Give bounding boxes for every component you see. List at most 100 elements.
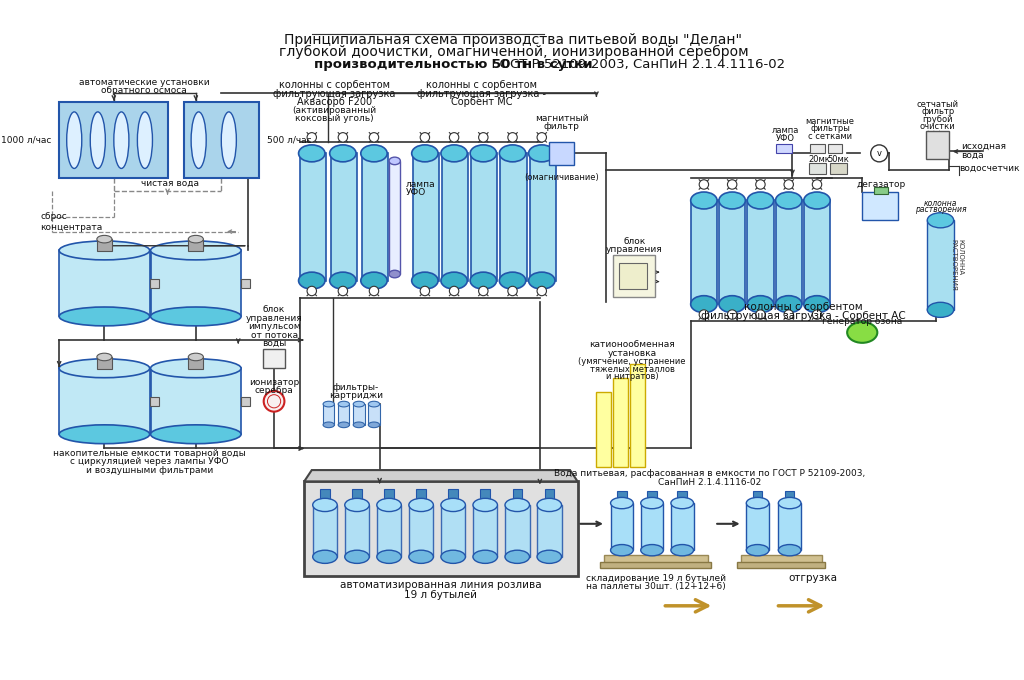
Ellipse shape xyxy=(151,425,241,443)
Bar xyxy=(785,491,795,502)
Text: воды: воды xyxy=(262,339,286,348)
Bar xyxy=(927,131,949,159)
Circle shape xyxy=(508,286,517,296)
Ellipse shape xyxy=(641,497,664,509)
Text: катионообменная: катионообменная xyxy=(590,340,675,350)
Text: колонна: колонна xyxy=(924,199,957,208)
Ellipse shape xyxy=(299,145,325,162)
Ellipse shape xyxy=(528,272,555,289)
Circle shape xyxy=(699,310,709,320)
Text: УФО: УФО xyxy=(775,134,795,143)
Circle shape xyxy=(756,310,765,320)
Text: растворения: растворения xyxy=(914,205,967,214)
Circle shape xyxy=(537,286,547,296)
Bar xyxy=(737,562,825,568)
Bar xyxy=(188,239,204,252)
Ellipse shape xyxy=(691,192,717,209)
Ellipse shape xyxy=(470,272,497,289)
Text: ионизатор: ионизатор xyxy=(249,378,299,387)
Text: ГОСТ Р 52109-2003, СанПиН 2.1.4.1116-02: ГОСТ Р 52109-2003, СанПиН 2.1.4.1116-02 xyxy=(483,58,785,71)
Text: фильтры-: фильтры- xyxy=(333,383,379,392)
Bar xyxy=(361,154,388,281)
Text: на паллеты 30шт. (12+12+6): на паллеты 30шт. (12+12+6) xyxy=(586,583,726,592)
Text: серебра: серебра xyxy=(255,386,294,395)
Text: с циркуляцией через лампы УФО: с циркуляцией через лампы УФО xyxy=(71,457,229,466)
Bar xyxy=(810,144,824,154)
Bar xyxy=(384,489,394,502)
Text: УФО: УФО xyxy=(407,188,426,197)
Text: генератор озона: генератор озона xyxy=(822,317,902,326)
Circle shape xyxy=(478,286,488,296)
Text: фильтрующая загрузка: фильтрующая загрузка xyxy=(273,89,395,99)
Bar xyxy=(545,489,554,502)
Ellipse shape xyxy=(59,359,150,377)
Ellipse shape xyxy=(928,213,953,228)
Text: колонны с сорбентом: колонны с сорбентом xyxy=(744,302,863,312)
Ellipse shape xyxy=(748,192,774,209)
Text: отгрузка: отгрузка xyxy=(788,573,838,583)
Bar xyxy=(409,505,433,557)
Circle shape xyxy=(338,133,347,142)
Circle shape xyxy=(537,133,547,142)
Ellipse shape xyxy=(500,145,525,162)
Ellipse shape xyxy=(360,145,387,162)
Bar xyxy=(804,201,830,304)
Text: импульсом: импульсом xyxy=(248,322,300,331)
Bar xyxy=(748,201,774,304)
Circle shape xyxy=(756,180,765,189)
Circle shape xyxy=(370,133,379,142)
Bar xyxy=(753,491,762,502)
Bar xyxy=(740,555,821,564)
Ellipse shape xyxy=(528,145,555,162)
Text: блок: блок xyxy=(263,305,286,314)
Circle shape xyxy=(699,180,709,189)
Text: водосчетчик: водосчетчик xyxy=(959,164,1020,173)
Bar xyxy=(830,163,847,174)
Text: фильтрующая загрузка -: фильтрующая загрузка - xyxy=(417,89,546,99)
Bar xyxy=(369,404,380,425)
Text: и воздушными фильтрами: и воздушными фильтрами xyxy=(86,466,213,475)
Bar xyxy=(97,357,112,369)
Ellipse shape xyxy=(671,545,693,556)
Ellipse shape xyxy=(441,272,467,289)
Circle shape xyxy=(420,286,430,296)
Bar xyxy=(610,503,633,550)
Ellipse shape xyxy=(191,112,206,169)
Ellipse shape xyxy=(537,550,561,564)
Ellipse shape xyxy=(151,241,241,260)
Circle shape xyxy=(727,180,737,189)
Ellipse shape xyxy=(804,296,830,313)
Ellipse shape xyxy=(748,296,774,313)
Bar xyxy=(778,503,801,550)
Ellipse shape xyxy=(610,545,633,556)
Bar xyxy=(299,154,326,281)
Ellipse shape xyxy=(473,550,498,564)
Ellipse shape xyxy=(299,272,325,289)
Ellipse shape xyxy=(59,241,150,260)
Text: автоматические установки: автоматические установки xyxy=(79,78,209,87)
Ellipse shape xyxy=(719,192,745,209)
Text: с сетками: с сетками xyxy=(808,132,852,141)
Bar xyxy=(151,250,241,316)
Bar xyxy=(441,154,468,281)
Bar xyxy=(413,154,439,281)
Text: складирование 19 л бутылей: складирование 19 л бутылей xyxy=(586,574,726,583)
Bar xyxy=(312,505,337,557)
Ellipse shape xyxy=(409,498,433,511)
Bar xyxy=(352,489,361,502)
Ellipse shape xyxy=(330,145,356,162)
Bar xyxy=(501,154,526,281)
Text: СанПиН 2.1.4.1116-02: СанПиН 2.1.4.1116-02 xyxy=(657,478,761,487)
Ellipse shape xyxy=(775,192,802,209)
Text: вода: вода xyxy=(962,151,984,160)
Bar xyxy=(353,404,365,425)
Bar xyxy=(549,142,573,165)
Ellipse shape xyxy=(312,550,337,564)
Bar xyxy=(389,161,400,274)
Ellipse shape xyxy=(389,157,400,165)
Bar xyxy=(59,369,150,435)
Ellipse shape xyxy=(412,272,438,289)
Ellipse shape xyxy=(114,112,129,169)
Text: исходная: исходная xyxy=(962,142,1007,151)
Text: очистки: очистки xyxy=(920,122,955,131)
